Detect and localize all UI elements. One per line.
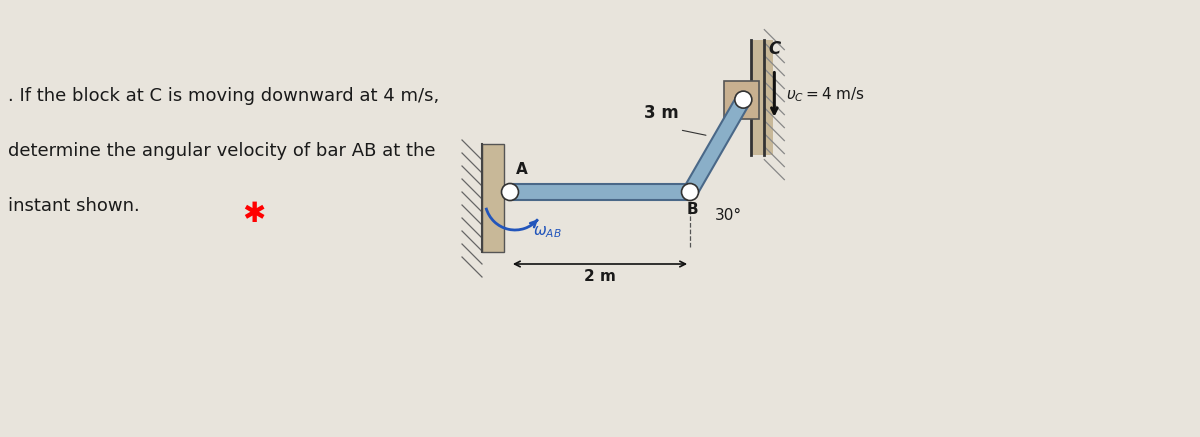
Text: . If the block at C is moving downward at 4 m/s,: . If the block at C is moving downward a…	[8, 87, 439, 105]
Text: determine the angular velocity of bar AB at the: determine the angular velocity of bar AB…	[8, 142, 436, 160]
Polygon shape	[482, 144, 504, 252]
Polygon shape	[510, 184, 690, 200]
Text: ✱: ✱	[242, 200, 265, 228]
Text: C: C	[768, 40, 780, 58]
Circle shape	[682, 184, 698, 201]
Polygon shape	[751, 40, 773, 155]
Text: 3 m: 3 m	[644, 104, 679, 122]
Text: $\upsilon_C = 4$ m/s: $\upsilon_C = 4$ m/s	[786, 85, 865, 104]
Bar	[724, 80, 760, 118]
Text: $\omega_{AB}$: $\omega_{AB}$	[533, 224, 562, 240]
Text: B: B	[686, 202, 698, 217]
Circle shape	[734, 91, 752, 108]
Text: A: A	[516, 162, 528, 177]
Text: instant shown.: instant shown.	[8, 197, 139, 215]
Text: 2 m: 2 m	[584, 269, 616, 284]
Text: 30°: 30°	[715, 208, 742, 223]
Circle shape	[502, 184, 518, 201]
Polygon shape	[684, 96, 750, 196]
